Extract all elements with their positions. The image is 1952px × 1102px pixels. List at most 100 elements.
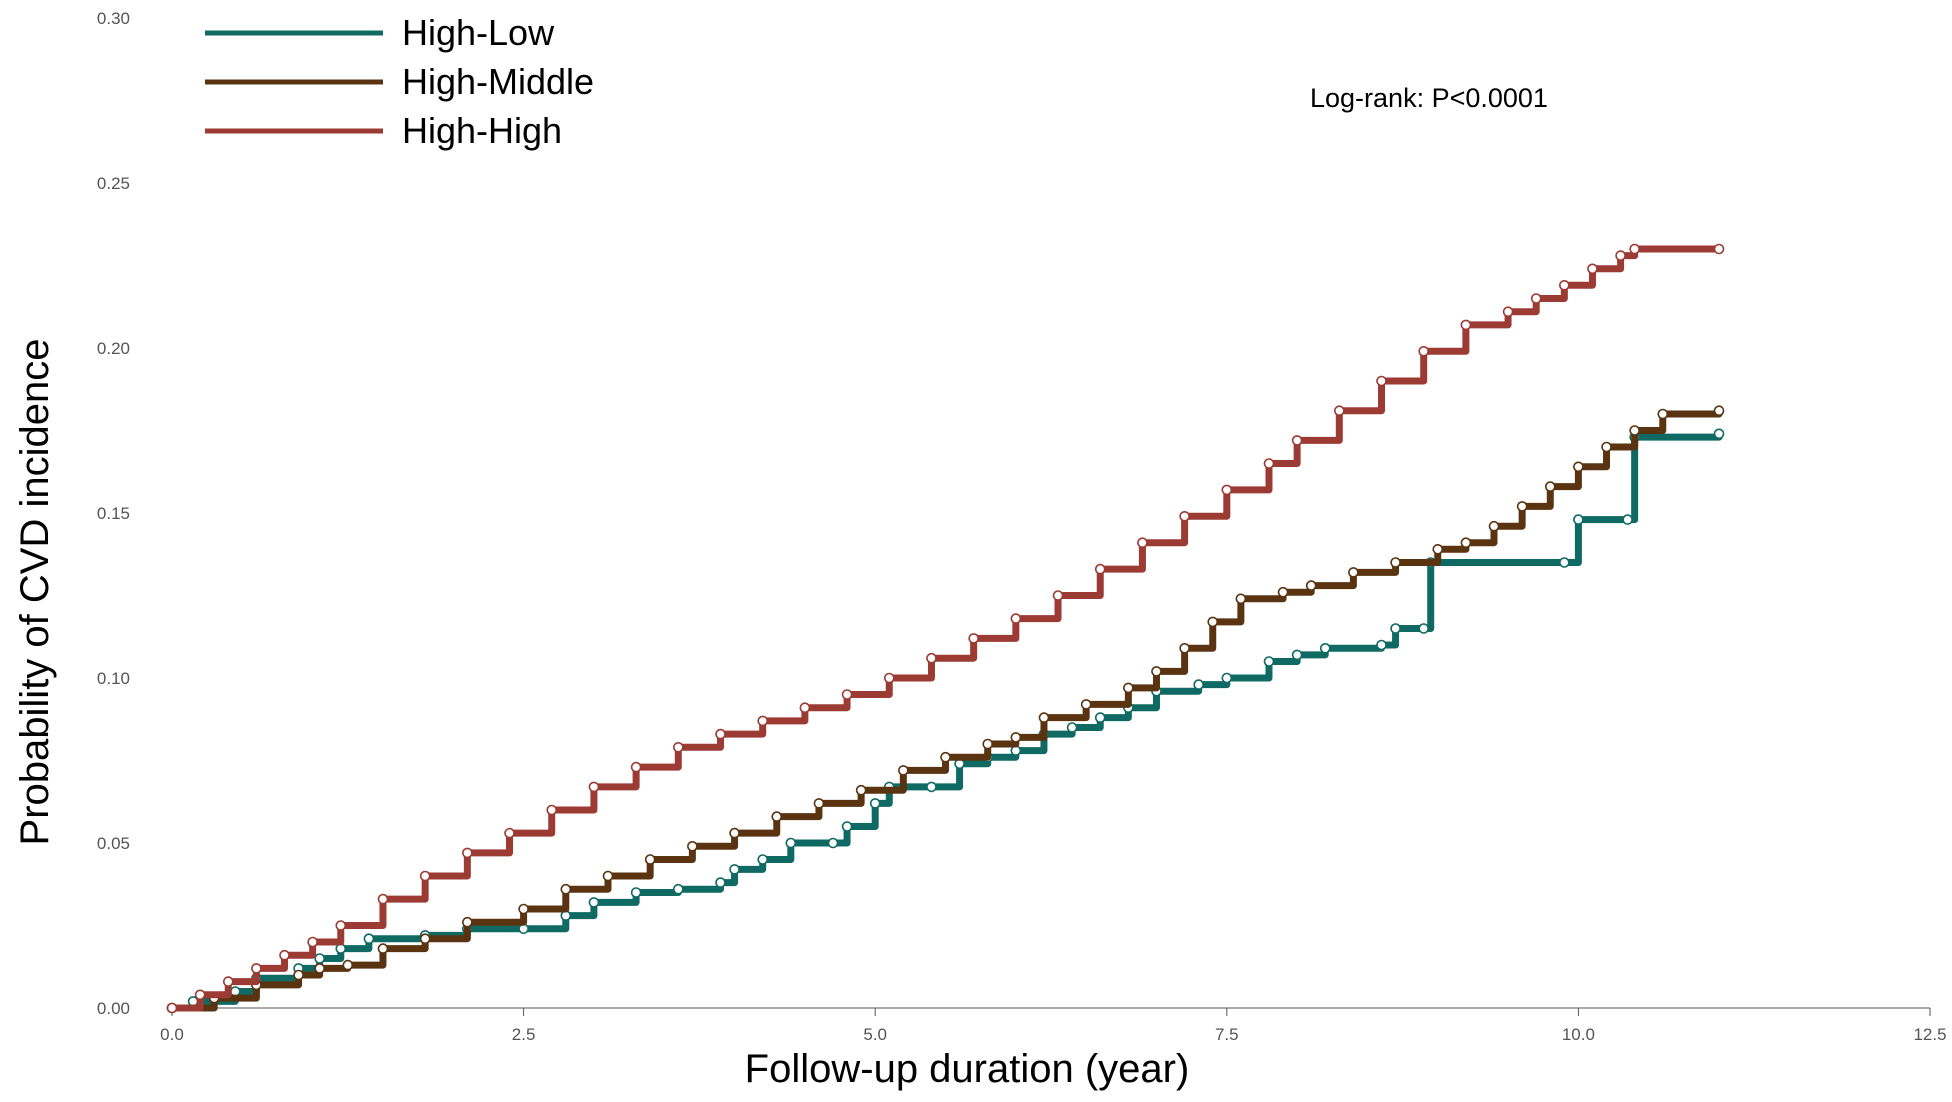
data-point [630, 761, 642, 773]
data-point [1123, 682, 1134, 694]
data-point [1221, 484, 1233, 496]
data-point [251, 963, 262, 974]
data-point [1207, 616, 1219, 628]
data-point [1376, 375, 1387, 387]
data-point [1137, 537, 1148, 549]
x-tick-label: 12.5 [1913, 1025, 1946, 1044]
data-point [222, 976, 234, 987]
data-point [588, 781, 600, 793]
data-point [1277, 586, 1289, 598]
x-tick-label: 0.0 [160, 1025, 184, 1044]
data-point [1066, 722, 1078, 733]
data-point [644, 854, 656, 865]
data-point [1094, 712, 1106, 723]
data-point [1559, 557, 1570, 568]
data-point [560, 883, 572, 895]
data-point [1291, 435, 1303, 446]
data-point [1052, 590, 1064, 601]
data-point [1010, 732, 1022, 743]
data-point [1657, 408, 1669, 420]
data-point [1179, 510, 1190, 522]
data-point [926, 781, 937, 793]
data-point [419, 870, 431, 882]
data-point [1573, 461, 1584, 473]
data-point [1488, 520, 1500, 532]
data-point [1418, 345, 1429, 357]
data-point [377, 943, 389, 954]
data-point [757, 854, 768, 865]
data-point [968, 633, 979, 644]
data-point [1221, 672, 1233, 684]
data-point [1713, 428, 1725, 440]
data-point [314, 953, 325, 964]
legend: High-Low High-Middle High-High [205, 12, 594, 151]
data-point [1235, 593, 1247, 605]
data-point [785, 837, 797, 849]
data-point [673, 741, 684, 753]
data-point [926, 652, 937, 664]
data-point [1291, 649, 1303, 661]
data-point [462, 847, 473, 859]
data-point [1263, 458, 1275, 469]
data-point [1151, 666, 1162, 677]
data-point [1516, 501, 1528, 512]
data-point [799, 702, 811, 714]
data-point [687, 840, 698, 852]
series-line [172, 245, 1720, 1012]
data-point [279, 949, 290, 961]
data-point [1080, 699, 1092, 710]
data-point [1713, 243, 1725, 255]
x-tick-label: 7.5 [1215, 1025, 1239, 1044]
series-group [166, 243, 1725, 1014]
data-point [940, 751, 951, 763]
data-point [1530, 293, 1542, 304]
data-point [715, 728, 726, 740]
data-point [1319, 642, 1331, 654]
data-point [1390, 623, 1401, 634]
data-point [602, 870, 614, 882]
series-line [172, 433, 1723, 1012]
data-point [1559, 279, 1570, 291]
data-point [1263, 656, 1275, 667]
data-point [293, 969, 304, 981]
data-point [462, 916, 473, 928]
y-tick-label: 0.05 [97, 834, 130, 853]
data-point [729, 864, 740, 875]
data-point [813, 798, 825, 809]
data-point [1544, 481, 1556, 492]
y-tick-label: 0.25 [97, 174, 130, 193]
data-point [1622, 514, 1633, 525]
data-point [1432, 543, 1444, 555]
x-tick-label: 10.0 [1562, 1025, 1595, 1044]
data-point [757, 715, 768, 727]
y-tick-label: 0.10 [97, 669, 130, 688]
y-tick-label: 0.15 [97, 504, 130, 523]
data-point [335, 920, 347, 931]
data-point [1038, 712, 1050, 723]
data-point [1460, 319, 1472, 331]
data-point [883, 672, 895, 684]
data-point [841, 821, 853, 832]
data-point [363, 933, 375, 945]
data-point [1573, 514, 1584, 525]
y-ticks: 0.00 0.05 0.10 0.15 0.20 0.25 0.30 [97, 9, 130, 1018]
x-ticks: 0.0 2.5 5.0 7.5 10.0 12.5 [160, 1008, 1947, 1044]
data-point [1418, 623, 1429, 634]
data-point [1587, 263, 1598, 275]
data-point [1179, 642, 1190, 654]
data-point [1193, 679, 1204, 690]
data-point [377, 893, 389, 905]
logrank-annotation: Log-rank: P<0.0001 [1310, 83, 1548, 113]
data-point [166, 1002, 178, 1014]
data-point [827, 837, 839, 849]
legend-label: High-High [402, 110, 562, 151]
data-point [982, 738, 994, 750]
series-high-high [166, 243, 1725, 1014]
data-point [1629, 243, 1640, 255]
data-point [1305, 580, 1317, 591]
data-point [673, 883, 684, 895]
series-line [172, 410, 1723, 1012]
data-point [342, 959, 354, 971]
